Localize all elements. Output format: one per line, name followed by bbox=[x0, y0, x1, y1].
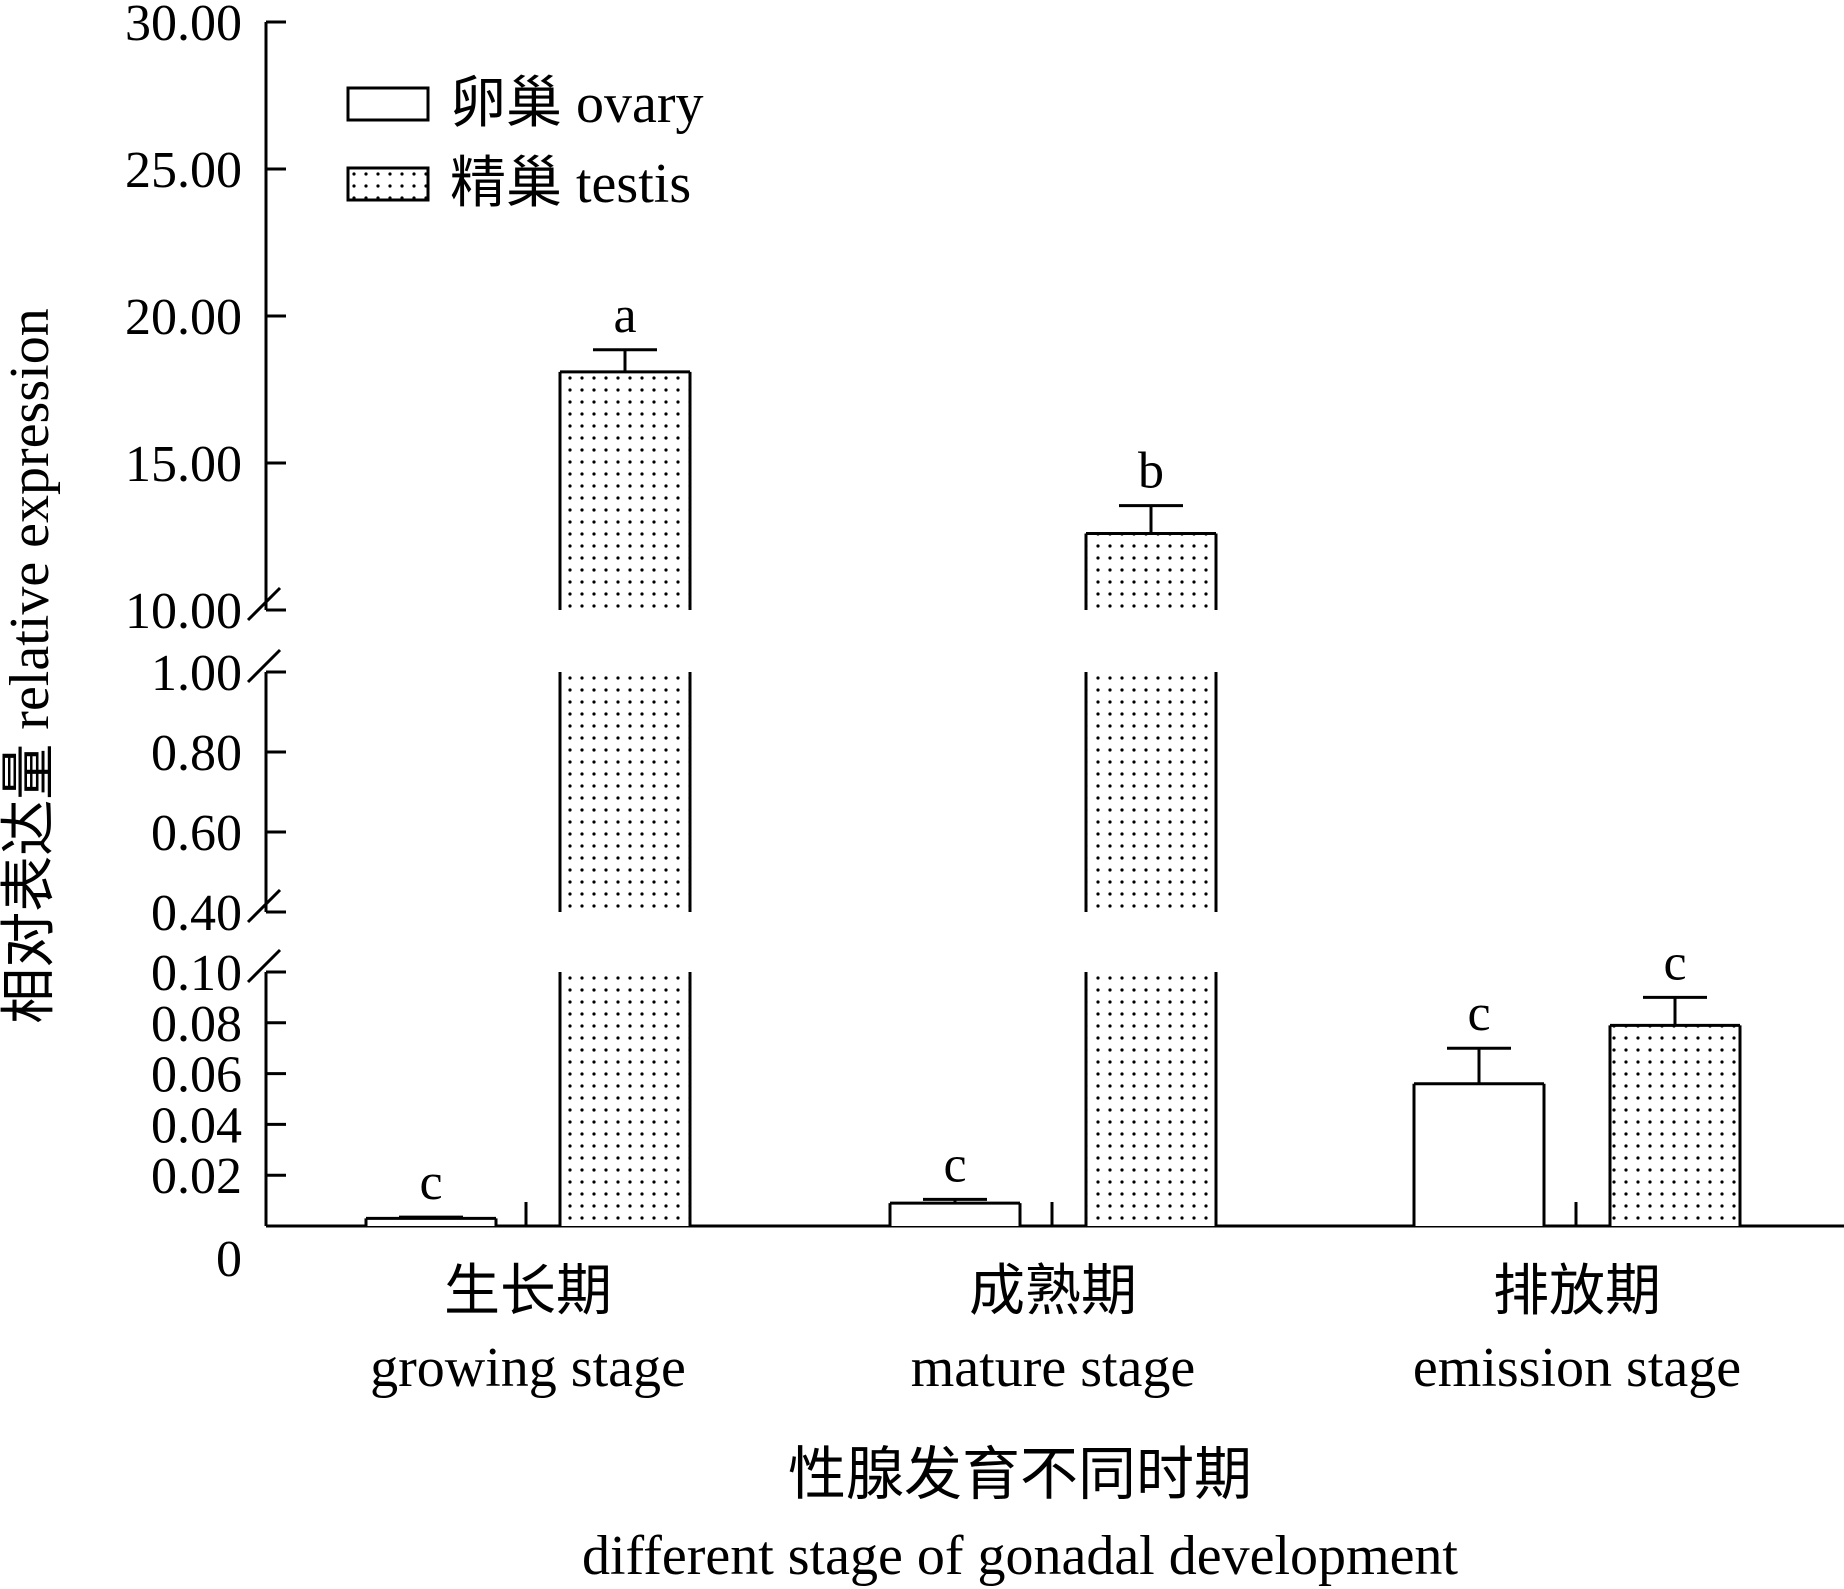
axes: 0 0.020.040.060.080.100.40 0.60 0.80 1.0010.… bbox=[125, 0, 1844, 1288]
bar-fill bbox=[560, 972, 690, 1226]
legend-swatch bbox=[346, 166, 430, 202]
legend-label: 精巢 testis bbox=[450, 153, 691, 215]
significance-label: c bbox=[943, 1136, 966, 1193]
x-tick-label-en: mature stage bbox=[911, 1337, 1196, 1399]
bar-fill bbox=[1086, 972, 1216, 1226]
bar-fill bbox=[560, 672, 690, 912]
bar-fill bbox=[560, 371, 690, 610]
axis-break-mark bbox=[246, 948, 282, 984]
y-axis-title: 相对表达量 relative expression bbox=[0, 308, 61, 1023]
y-tick-label: 20.00 bbox=[125, 289, 242, 346]
y-tick-label: 1.00 bbox=[151, 645, 242, 702]
y-tick-label: 25.00 bbox=[125, 142, 242, 199]
significance-label: c bbox=[1663, 934, 1686, 991]
y-tick-label: 0.40 bbox=[151, 885, 242, 942]
y-tick-label: 0.08 bbox=[151, 996, 242, 1053]
y-tick-label: 30.00 bbox=[125, 0, 242, 52]
bar-fill bbox=[1086, 533, 1216, 610]
y-tick-label: 0 bbox=[216, 1231, 242, 1288]
y-tick-label: 0.60 bbox=[151, 805, 242, 862]
labels: 相对表达量 relative expression 生长期 growing stag… bbox=[0, 308, 1741, 1587]
axis-break-mark bbox=[246, 648, 282, 684]
x-tick-label-cn: 成熟期 bbox=[969, 1261, 1137, 1323]
significance-label: a bbox=[613, 287, 636, 344]
x-axis-title-en: different stage of gonadal development bbox=[582, 1525, 1458, 1587]
significance-label: c bbox=[1467, 985, 1490, 1042]
y-tick-label: 0.04 bbox=[151, 1097, 242, 1154]
y-tick-label: 15.00 bbox=[125, 436, 242, 493]
y-tick-label: 0.02 bbox=[151, 1148, 242, 1205]
x-tick-label-en: growing stage bbox=[370, 1337, 686, 1399]
y-tick-label: 0.06 bbox=[151, 1047, 242, 1104]
bar-fill bbox=[1414, 1083, 1544, 1226]
bar-fill bbox=[1610, 1025, 1740, 1226]
y-tick-label: 0.10 bbox=[151, 945, 242, 1002]
legend-swatch bbox=[346, 86, 430, 122]
axis-break-mark bbox=[246, 586, 282, 622]
y-tick-label: 0.80 bbox=[151, 725, 242, 782]
x-tick-label-cn: 生长期 bbox=[444, 1261, 612, 1323]
legend: 卵巢 ovary 精巢 testis bbox=[346, 73, 704, 215]
significance-label: c bbox=[419, 1154, 442, 1211]
y-tick-label: 10.00 bbox=[125, 583, 242, 640]
legend-label: 卵巢 ovary bbox=[450, 73, 704, 135]
significance-label: b bbox=[1138, 443, 1164, 500]
bar-fill bbox=[890, 1203, 1020, 1226]
x-tick-label-en: emission stage bbox=[1413, 1337, 1741, 1399]
bar-fill bbox=[366, 1218, 496, 1226]
x-tick-label-cn: 排放期 bbox=[1493, 1261, 1661, 1323]
axis-break-mark bbox=[246, 888, 282, 924]
x-axis-title-cn: 性腺发育不同时期 bbox=[788, 1442, 1252, 1507]
bars: c a c b c c bbox=[364, 287, 1742, 1226]
bar-fill bbox=[1086, 672, 1216, 912]
